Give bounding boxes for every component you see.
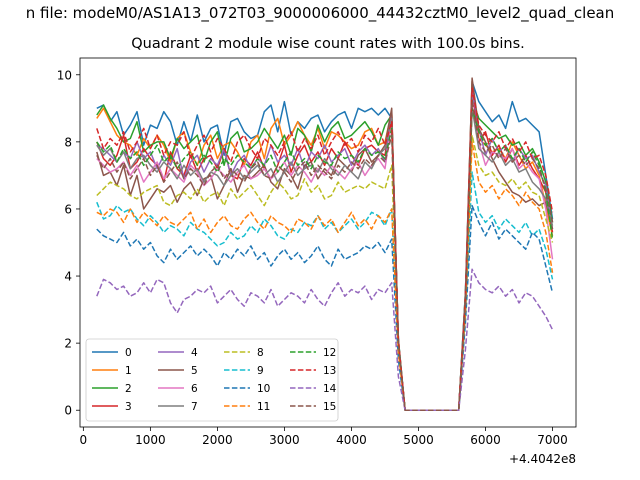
- series-line-15: [96, 100, 554, 411]
- series-line-7: [96, 107, 554, 411]
- legend-label-13: 13: [323, 365, 336, 377]
- x-tick-label: 3000: [269, 433, 300, 447]
- legend-label-11: 11: [257, 401, 270, 413]
- legend-label-14: 14: [323, 383, 337, 395]
- legend-label-6: 6: [191, 383, 198, 395]
- series-line-11: [96, 141, 554, 411]
- x-offset-label: +4.4042e8: [509, 452, 576, 466]
- series-group: [96, 77, 554, 411]
- series-line-12: [96, 107, 554, 411]
- legend-label-8: 8: [257, 347, 264, 359]
- y-tick-label: 4: [64, 270, 72, 284]
- x-tick-label: 0: [80, 433, 88, 447]
- figure-suptitle-text: n file: modeM0/AS1A13_072T03_9000006000_…: [25, 4, 615, 22]
- plot-frame: [79, 57, 577, 428]
- y-tick-label: 6: [64, 202, 72, 216]
- y-tick-label: 2: [64, 337, 72, 351]
- x-tick-label: 2000: [202, 433, 233, 447]
- y-tick-label: 8: [64, 135, 72, 149]
- x-tick-label: 4000: [336, 433, 367, 447]
- legend-label-15: 15: [323, 401, 336, 413]
- plot-title: Quadrant 2 module wise count rates with …: [131, 36, 525, 52]
- legend-label-9: 9: [257, 365, 264, 377]
- figure-suptitle: n file: modeM0/AS1A13_072T03_9000006000_…: [0, 4, 640, 22]
- legend-label-10: 10: [257, 383, 270, 395]
- series-line-9: [96, 171, 554, 411]
- legend-label-12: 12: [323, 347, 336, 359]
- legend-label-5: 5: [191, 365, 198, 377]
- series-line-13: [96, 87, 554, 411]
- series-line-8: [96, 134, 554, 411]
- legend-label-1: 1: [125, 365, 132, 377]
- legend-label-0: 0: [125, 347, 132, 359]
- x-tick-label: 5000: [403, 433, 434, 447]
- series-line-10: [96, 204, 554, 411]
- series-line-0: [96, 80, 554, 411]
- x-tick-label: 6000: [470, 433, 501, 447]
- legend-label-4: 4: [191, 347, 198, 359]
- legend-box: [85, 338, 339, 422]
- x-tick-label: 1000: [135, 433, 166, 447]
- legend-label-7: 7: [191, 401, 198, 413]
- y-tick-label: 0: [64, 404, 72, 418]
- y-tick-label: 10: [57, 68, 72, 82]
- legend-label-3: 3: [125, 401, 132, 413]
- x-tick-label: 7000: [537, 433, 568, 447]
- legend-label-2: 2: [125, 383, 132, 395]
